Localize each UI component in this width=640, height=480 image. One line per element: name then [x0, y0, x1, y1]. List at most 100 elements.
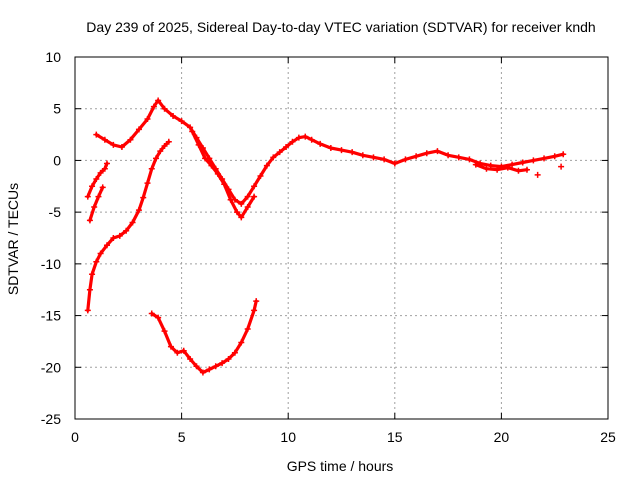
- data-point: [391, 160, 398, 167]
- y-tick-label: -5: [49, 204, 62, 220]
- data-point: [349, 149, 356, 156]
- data-point: [231, 349, 238, 356]
- data-point: [238, 339, 245, 346]
- data-point: [402, 156, 409, 163]
- data-point: [227, 196, 234, 203]
- data-point: [276, 149, 283, 156]
- data-point: [95, 193, 102, 200]
- data-point: [208, 162, 215, 169]
- grid-lines: [75, 57, 608, 419]
- data-point: [167, 343, 174, 350]
- data-point: [253, 298, 260, 305]
- data-point: [494, 166, 501, 173]
- data-point: [206, 366, 213, 373]
- outlier-point: [534, 171, 541, 178]
- data-point: [189, 128, 196, 135]
- data-point: [174, 349, 181, 356]
- data-point: [187, 124, 194, 131]
- data-point: [157, 148, 164, 155]
- data-point: [150, 103, 157, 110]
- data-point: [103, 242, 110, 249]
- data-point: [93, 176, 100, 183]
- data-point: [178, 118, 185, 125]
- data-point: [225, 356, 232, 363]
- data-point: [238, 200, 245, 207]
- data-point: [170, 112, 177, 119]
- data-point: [97, 169, 104, 176]
- trace-main: [94, 98, 565, 206]
- data-point: [123, 227, 130, 234]
- data-point: [99, 184, 106, 191]
- data-point: [135, 126, 142, 133]
- trace-deep-u: [150, 299, 258, 375]
- y-tick-label: -25: [41, 411, 61, 427]
- data-point: [161, 142, 168, 149]
- data-point: [193, 363, 200, 370]
- x-tick-label: 25: [600, 429, 616, 445]
- data-point: [212, 363, 219, 370]
- data-point: [413, 153, 420, 160]
- x-tick-label: 10: [280, 429, 296, 445]
- data-point: [155, 314, 162, 321]
- data-point: [148, 165, 155, 172]
- data-point: [155, 97, 162, 104]
- data-point: [338, 147, 345, 154]
- data-point: [97, 250, 104, 257]
- data-point: [84, 193, 91, 200]
- data-traces: [84, 97, 567, 376]
- data-point: [327, 145, 334, 152]
- data-point: [445, 152, 452, 159]
- plot-frame: [74, 56, 609, 420]
- data-point: [153, 155, 160, 162]
- data-point: [308, 136, 315, 143]
- data-point: [238, 214, 245, 221]
- data-point: [466, 156, 473, 163]
- data-point: [116, 232, 123, 239]
- data-point: [148, 310, 155, 317]
- data-point: [560, 151, 567, 158]
- data-point: [251, 183, 258, 190]
- data-point: [202, 155, 209, 162]
- data-point: [541, 155, 548, 162]
- data-point: [118, 143, 125, 150]
- data-point: [551, 153, 558, 160]
- data-point: [509, 161, 516, 168]
- data-point: [270, 154, 277, 161]
- data-point: [89, 183, 96, 190]
- y-tick-label: -10: [41, 256, 61, 272]
- data-point: [381, 156, 388, 163]
- data-point: [89, 271, 96, 278]
- data-point: [165, 138, 172, 145]
- trace-lower-arc: [88, 185, 105, 222]
- data-point: [251, 193, 258, 200]
- data-point: [244, 326, 251, 333]
- y-tick-label: -20: [41, 359, 61, 375]
- data-point: [523, 166, 530, 173]
- data-point: [110, 141, 117, 148]
- data-point: [101, 165, 108, 172]
- data-point: [101, 136, 108, 143]
- y-tick-label: 0: [53, 152, 61, 168]
- data-point: [434, 148, 441, 155]
- data-point: [472, 161, 479, 168]
- data-point: [504, 164, 511, 171]
- data-point: [455, 154, 462, 161]
- data-point: [86, 217, 93, 224]
- y-tick-label: 10: [45, 49, 61, 65]
- data-point: [161, 328, 168, 335]
- data-point: [359, 152, 366, 159]
- data-point: [530, 157, 537, 164]
- data-point: [110, 235, 117, 241]
- data-point: [283, 143, 290, 150]
- x-tick-label: 0: [71, 429, 79, 445]
- chart-title: Day 239 of 2025, Sidereal Day-to-day VTE…: [86, 19, 595, 35]
- data-point: [219, 360, 226, 367]
- data-point: [317, 140, 324, 147]
- data-point: [91, 203, 98, 210]
- data-point: [302, 133, 309, 140]
- data-point: [93, 258, 100, 265]
- data-point: [483, 165, 490, 172]
- data-point: [244, 193, 251, 200]
- data-point: [180, 347, 187, 354]
